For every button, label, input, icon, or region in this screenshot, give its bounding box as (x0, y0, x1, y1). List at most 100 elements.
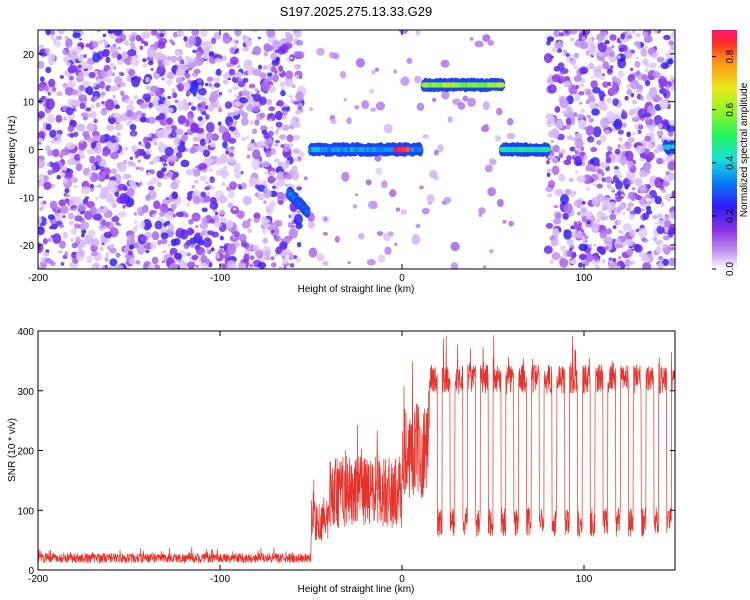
noise-blob (164, 107, 170, 112)
noise-blob (199, 175, 207, 182)
noise-blob (109, 117, 117, 123)
noise-blob (228, 112, 236, 118)
noise-blob (663, 120, 669, 126)
noise-blob (656, 96, 663, 102)
noise-blob (93, 82, 97, 87)
noise-blob (108, 187, 118, 194)
noise-blob (145, 194, 151, 201)
noise-blob (586, 114, 591, 119)
noise-blob (157, 103, 167, 114)
noise-blob (293, 101, 299, 105)
spec-y-tick-label: 10 (23, 98, 35, 109)
noise-blob (221, 263, 227, 269)
noise-blob (125, 109, 134, 118)
noise-blob (279, 241, 288, 250)
noise-blob (652, 30, 658, 34)
noise-blob (190, 106, 197, 111)
noise-blob (254, 249, 264, 257)
noise-blob (264, 250, 270, 258)
noise-blob (560, 148, 566, 155)
noise-blob (221, 217, 228, 224)
noise-blob (368, 88, 375, 95)
noise-blob (75, 236, 81, 243)
noise-blob (296, 51, 305, 59)
noise-blob (243, 253, 250, 263)
noise-blob (252, 149, 261, 160)
noise-blob (205, 258, 211, 265)
noise-blob (636, 89, 643, 94)
noise-blob (154, 220, 163, 230)
colorbar-label: Normalized spectral amplitude (739, 82, 750, 217)
noise-blob (102, 39, 107, 42)
noise-blob (370, 69, 376, 75)
noise-blob (263, 132, 270, 140)
noise-blob (626, 34, 633, 40)
noise-blob (208, 168, 214, 173)
noise-blob (644, 67, 649, 73)
noise-blob (139, 181, 143, 186)
noise-blob (662, 243, 668, 249)
noise-blob (144, 96, 151, 103)
noise-blob (164, 145, 168, 148)
noise-blob (273, 158, 280, 163)
noise-blob (193, 179, 199, 185)
noise-blob (184, 55, 189, 60)
noise-blob (161, 93, 165, 98)
noise-blob (643, 148, 651, 155)
noise-blob (489, 249, 494, 254)
noise-blob (171, 88, 176, 94)
noise-blob (147, 181, 154, 186)
noise-blob (52, 148, 60, 158)
noise-blob (188, 218, 194, 225)
noise-blob (186, 227, 194, 236)
noise-blob (670, 246, 675, 251)
noise-blob (558, 151, 562, 155)
noise-blob (169, 39, 174, 43)
noise-blob (242, 46, 250, 52)
noise-blob (257, 261, 267, 269)
noise-blob (38, 111, 45, 119)
noise-blob (156, 129, 166, 139)
noise-blob (626, 84, 631, 90)
noise-blob (139, 102, 148, 109)
noise-blob (393, 69, 398, 74)
noise-blob (38, 158, 45, 169)
noise-blob (198, 84, 202, 90)
noise-blob (91, 40, 99, 48)
noise-blob (182, 81, 191, 91)
noise-blob (627, 202, 634, 208)
noise-blob (174, 252, 182, 260)
noise-blob (597, 246, 605, 253)
noise-blob (172, 132, 176, 137)
noise-blob (147, 171, 151, 176)
noise-blob (230, 146, 234, 150)
noise-blob (78, 144, 86, 152)
noise-blob (656, 56, 665, 63)
noise-blob (132, 226, 138, 233)
noise-blob (285, 70, 294, 80)
noise-blob (170, 203, 177, 210)
noise-blob (489, 159, 497, 166)
noise-blob (176, 100, 185, 110)
noise-blob (602, 215, 609, 221)
noise-blob (184, 212, 189, 218)
noise-blob (38, 137, 44, 143)
noise-blob (654, 222, 658, 226)
noise-blob (248, 179, 256, 188)
noise-blob (117, 211, 127, 218)
snr-x-ticks: -200 -100 0 100 (28, 331, 593, 585)
noise-blob (170, 55, 178, 63)
noise-blob (84, 196, 90, 200)
noise-blob (354, 105, 360, 110)
noise-blob (209, 91, 219, 103)
noise-blob (105, 211, 113, 218)
noise-blob (122, 204, 126, 209)
noise-blob (157, 181, 162, 187)
noise-blob (86, 86, 94, 96)
noise-blob (219, 245, 224, 249)
noise-blob (645, 209, 653, 215)
noise-blob (573, 52, 580, 59)
noise-blob (106, 78, 113, 84)
noise-blob (251, 30, 259, 33)
noise-blob (49, 225, 54, 230)
